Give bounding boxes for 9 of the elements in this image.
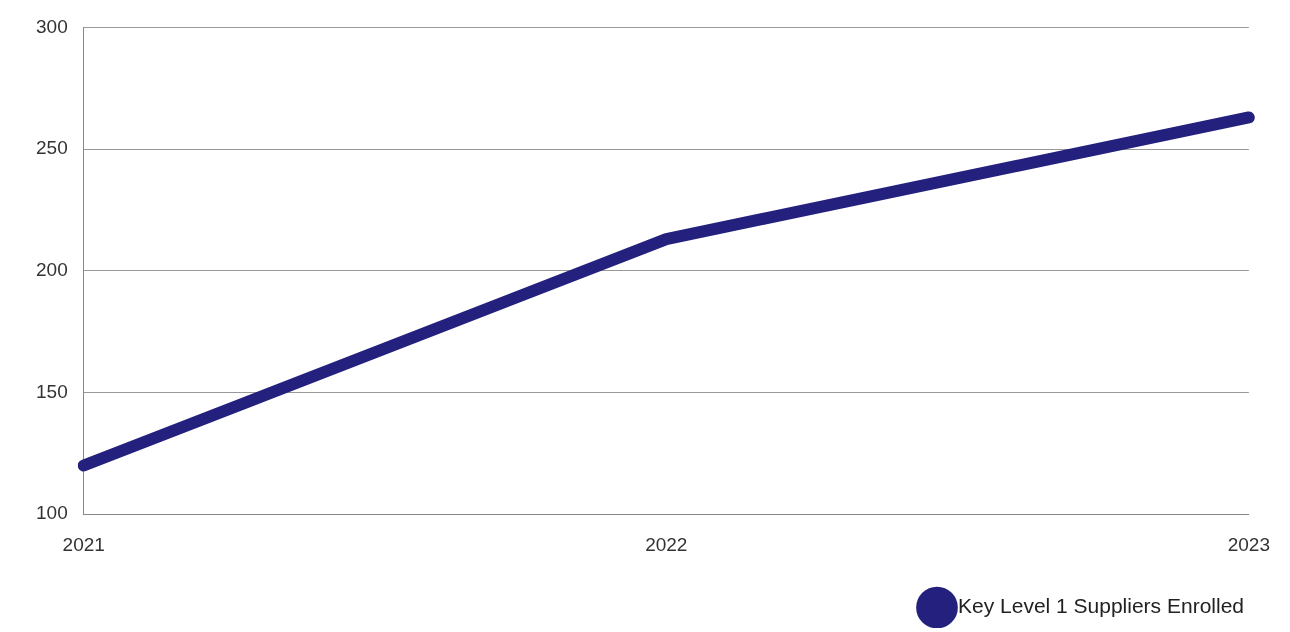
y-tick-label: 200 <box>36 259 68 281</box>
legend-label: Key Level 1 Suppliers Enrolled <box>958 594 1245 618</box>
y-tick-label: 150 <box>36 380 68 402</box>
y-tick-label: 250 <box>36 137 68 159</box>
y-tick-label: 100 <box>36 502 68 524</box>
x-tick-label: 2021 <box>62 533 105 555</box>
x-tick-label: 2023 <box>1227 533 1271 555</box>
x-tick-label: 2022 <box>645 533 688 555</box>
y-tick-label: 300 <box>36 15 68 37</box>
